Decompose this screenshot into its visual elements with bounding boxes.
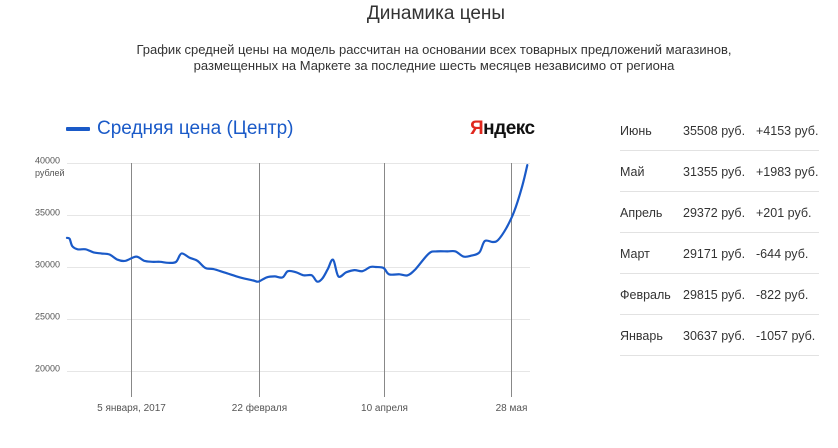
series-line [65,164,529,283]
month-label: Январь [620,329,663,343]
legend-label: Средняя цена (Центр) [97,118,294,139]
y-tick-label: 20000 [35,364,60,374]
month-label: Апрель [620,206,663,220]
yandex-logo: Яндекс [470,118,535,140]
x-tick-label: 22 февраля [232,402,287,414]
month-price: 29171 руб. [683,247,746,261]
month-price: 29815 руб. [683,288,746,302]
x-tick-label: 5 января, 2017 [97,403,166,414]
month-delta: +201 руб. [756,206,812,220]
table-row: Июнь 35508 руб. +4153 руб. [620,110,819,151]
month-label: Март [620,247,650,261]
month-label: Февраль [620,288,671,302]
month-delta: +1983 руб. [756,165,819,179]
table-row: Февраль 29815 руб. -822 руб. [620,274,819,315]
chart-description: График средней цены на модель рассчитан … [0,42,838,74]
month-price: 35508 руб. [683,124,746,138]
month-label: Май [620,165,645,179]
month-price: 29372 руб. [683,206,746,220]
month-delta: -822 руб. [756,288,809,302]
month-label: Июнь [620,124,652,138]
table-row: Январь 30637 руб. -1057 руб. [620,315,819,356]
description-line-2: размещенных на Маркете за последние шест… [193,58,675,73]
description-line-1: График средней цены на модель рассчитан … [136,42,732,57]
month-delta: -1057 руб. [756,329,816,343]
y-tick-label: 35000 [35,208,60,218]
monthly-price-table: Июнь 35508 руб. +4153 руб. Май 31355 руб… [620,110,819,356]
y-tick-label: 30000 [35,260,60,270]
page-title: Динамика цены [366,3,506,24]
table-row: Апрель 29372 руб. +201 руб. [620,192,819,233]
logo-first-letter: Я [470,118,484,139]
legend-swatch [66,127,90,131]
month-delta: -644 руб. [756,247,809,261]
x-tick-label: 28 мая [496,403,528,414]
month-delta: +4153 руб. [756,124,819,138]
table-row: Март 29171 руб. -644 руб. [620,233,819,274]
y-tick-label: 25000 [35,312,60,322]
month-price: 30637 руб. [683,329,746,343]
y-tick-label: 40000 [35,156,60,166]
x-tick-label: 10 апреля [361,403,408,414]
logo-rest: ндекс [483,118,535,139]
month-price: 31355 руб. [683,165,746,179]
table-row: Май 31355 руб. +1983 руб. [620,151,819,192]
y-unit-label: рублей [35,168,65,178]
price-chart: 20000 25000 30000 35000 40000 рублей 5 января,… [35,156,530,414]
